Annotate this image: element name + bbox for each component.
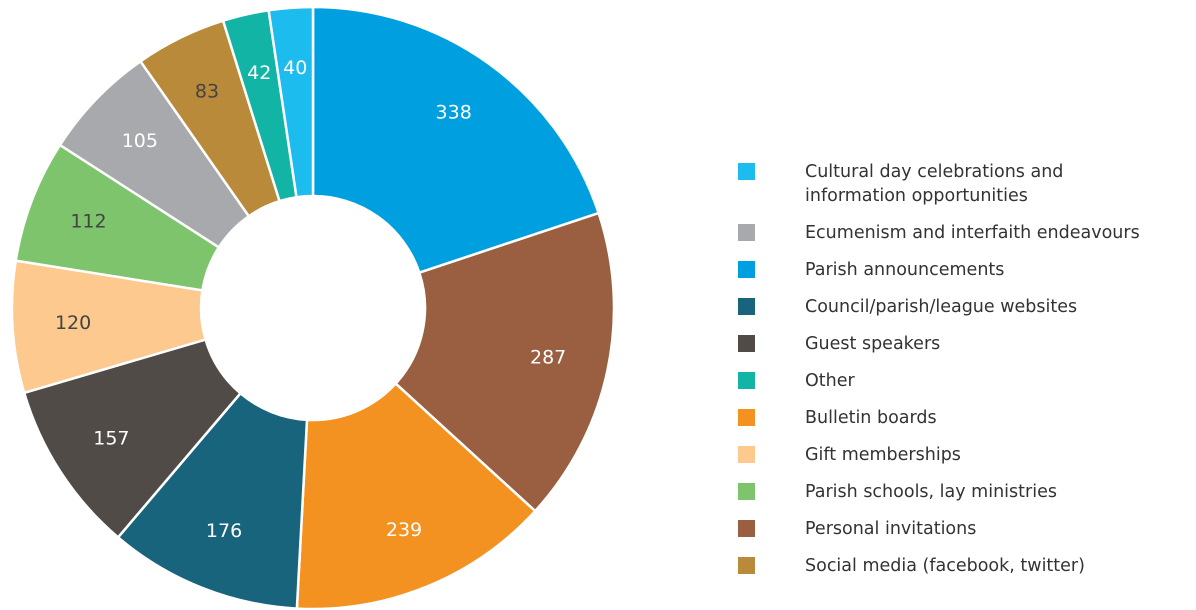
legend-swatch — [738, 261, 755, 278]
legend-swatch — [738, 557, 755, 574]
legend-item: Gift memberships — [738, 443, 1196, 467]
legend-swatch — [738, 483, 755, 500]
legend-label: Social media (facebook, twitter) — [805, 556, 1085, 576]
legend-swatch — [738, 163, 755, 180]
slice-label: 42 — [247, 62, 271, 84]
legend-item: Bulletin boards — [738, 406, 1196, 430]
legend-item: Parish schools, lay ministries — [738, 480, 1196, 504]
legend-label: Bulletin boards — [805, 408, 937, 428]
slice — [116, 391, 309, 610]
slice-label: 105 — [122, 130, 158, 152]
legend-label: Guest speakers — [805, 334, 941, 354]
legend-swatch — [738, 224, 755, 241]
slice — [295, 381, 537, 610]
slice — [267, 5, 315, 199]
slice-label: 338 — [436, 102, 472, 124]
legend-item: Social media (facebook, twitter) — [738, 554, 1196, 578]
legend-item: Ecumenism and interfaith endeavours — [738, 221, 1196, 245]
legend-item: Other — [738, 369, 1196, 393]
slice-label: 176 — [206, 520, 242, 542]
legend-label: Gift memberships — [805, 445, 961, 465]
legend-label: Ecumenism and interfaith endeavours — [805, 223, 1140, 243]
legend-item: Personal invitations — [738, 517, 1196, 541]
slice-label: 157 — [93, 427, 129, 449]
legend-item: Council/parish/league websites — [738, 295, 1196, 319]
legend-item: Cultural day celebrations and informatio… — [738, 160, 1196, 208]
legend-label: Cultural day celebrations and informatio… — [805, 162, 1064, 206]
legend-swatch — [738, 409, 755, 426]
legend-label: Parish announcements — [805, 260, 1005, 280]
slice — [22, 338, 243, 540]
legend-swatch — [738, 520, 755, 537]
slice-label: 120 — [55, 312, 91, 334]
legend-item: Guest speakers — [738, 332, 1196, 356]
slice-label: 40 — [283, 57, 307, 79]
legend-swatch — [738, 372, 755, 389]
slice-label: 112 — [70, 211, 106, 233]
legend-item: Parish announcements — [738, 258, 1196, 282]
legend-label: Personal invitations — [805, 519, 977, 539]
legend: Cultural day celebrations and informatio… — [738, 160, 1196, 578]
slice — [311, 5, 601, 275]
legend-swatch — [738, 335, 755, 352]
slice — [393, 211, 616, 513]
legend-swatch — [738, 446, 755, 463]
legend-label: Parish schools, lay ministries — [805, 482, 1057, 502]
legend-label: Council/parish/league websites — [805, 297, 1078, 317]
slice-label: 83 — [195, 81, 219, 103]
donut-chart: 338 287 239 176 157 120 112 105 83 42 40 — [10, 5, 616, 610]
slice-label: 239 — [386, 519, 422, 541]
legend-label: Other — [805, 371, 855, 391]
slice-label: 287 — [530, 347, 566, 369]
legend-swatch — [738, 298, 755, 315]
